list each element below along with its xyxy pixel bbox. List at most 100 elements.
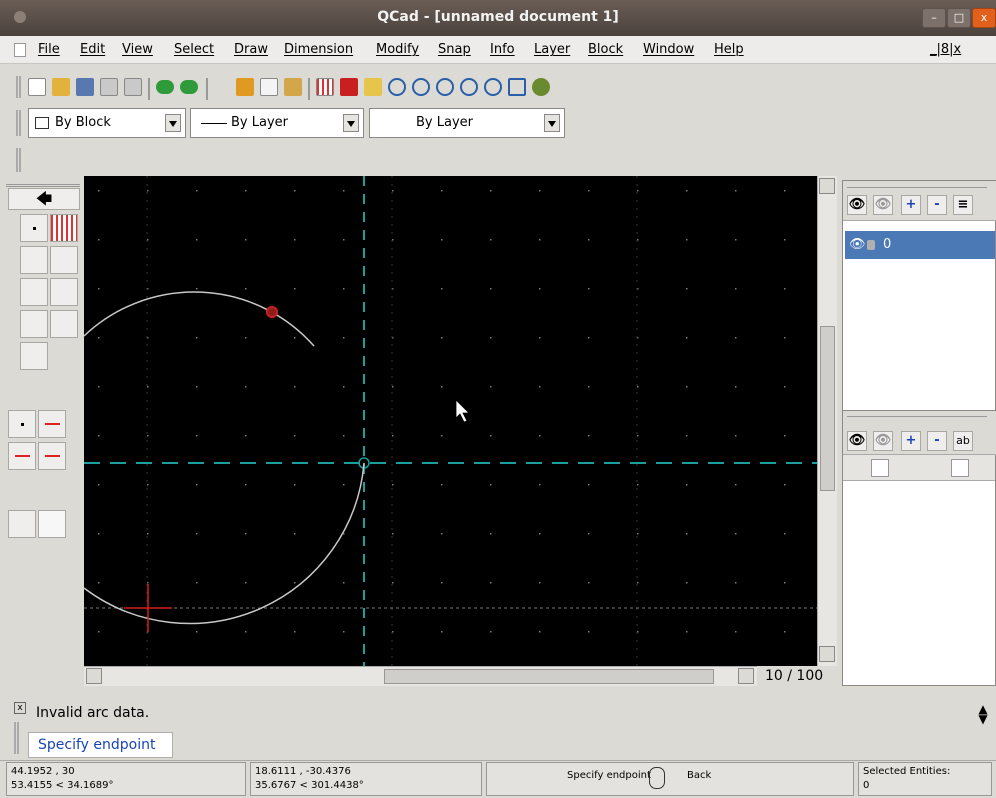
spline-tool-icon[interactable] xyxy=(20,310,48,338)
option-toolbar-handle[interactable] xyxy=(16,148,21,172)
block-text-button[interactable]: ab xyxy=(953,431,973,451)
chevron-down-icon[interactable] xyxy=(343,114,359,132)
layer-edit-icon[interactable]: ≡ xyxy=(953,195,973,215)
arc-tool-icon[interactable] xyxy=(20,278,48,306)
scroll-right-icon[interactable] xyxy=(738,668,754,684)
spin-arrows-icon[interactable]: ▲ ▼ xyxy=(978,702,988,726)
draft-icon[interactable] xyxy=(340,78,358,96)
back-arrow-icon[interactable]: 🡄 xyxy=(8,188,80,210)
menu-select[interactable]: Select xyxy=(174,42,215,57)
close-button[interactable]: x xyxy=(972,8,996,28)
snap-endpoint-icon[interactable] xyxy=(8,442,36,470)
new-file-icon[interactable] xyxy=(28,78,46,96)
vertical-scroll-thumb[interactable] xyxy=(820,326,835,491)
command-input[interactable] xyxy=(28,732,173,758)
menu-block[interactable]: Block xyxy=(588,42,624,57)
horizontal-scroll-thumb[interactable] xyxy=(384,669,714,684)
color-combo[interactable]: By Block xyxy=(28,108,186,138)
zoom-auto-icon[interactable] xyxy=(436,78,454,96)
menu-layer[interactable]: Layer xyxy=(534,42,571,57)
panel-handle[interactable] xyxy=(847,187,987,189)
layer-name: 0 xyxy=(883,237,892,252)
menu-view[interactable]: View xyxy=(122,42,153,57)
minimize-button[interactable]: – xyxy=(922,8,946,28)
close-icon[interactable]: x xyxy=(14,702,26,714)
point-icon[interactable] xyxy=(20,214,48,242)
copy-icon[interactable] xyxy=(260,78,278,96)
eye-icon[interactable]: 👁 xyxy=(847,195,867,215)
toolbar-handle[interactable] xyxy=(16,76,21,98)
circle-tool-icon[interactable] xyxy=(50,278,78,306)
line-angle-icon[interactable] xyxy=(50,246,78,274)
redo-icon[interactable] xyxy=(180,80,198,94)
eye-icon[interactable]: 👁 xyxy=(849,237,866,252)
add-layer-button[interactable]: + xyxy=(901,195,921,215)
menu-dimension[interactable]: Dimension xyxy=(284,42,354,57)
grid-dot xyxy=(245,435,247,437)
save-icon[interactable] xyxy=(76,78,94,96)
menu-info[interactable]: Info xyxy=(490,42,515,57)
linewidth-combo[interactable]: By Layer xyxy=(369,108,565,138)
scroll-up-icon[interactable] xyxy=(819,178,835,194)
arc-entity[interactable] xyxy=(84,462,365,625)
open-file-icon[interactable] xyxy=(52,78,70,96)
menu-help[interactable]: Help xyxy=(714,42,744,57)
zoom-window-icon[interactable] xyxy=(484,78,502,96)
grid-points-icon[interactable] xyxy=(50,214,78,242)
paste-icon[interactable] xyxy=(284,78,302,96)
command-handle[interactable] xyxy=(14,722,19,754)
pencil-icon[interactable] xyxy=(871,459,889,477)
select-entity-icon[interactable] xyxy=(8,510,36,538)
layer-row[interactable]: 👁 0 xyxy=(845,231,995,259)
print-icon[interactable] xyxy=(100,78,118,96)
remove-layer-button[interactable]: - xyxy=(927,195,947,215)
trim-tool-icon[interactable] xyxy=(20,342,48,370)
page-indicator: 10 / 100 xyxy=(765,668,824,684)
panel-handle[interactable] xyxy=(847,416,987,418)
zoom-out-icon[interactable] xyxy=(412,78,430,96)
menu-draw[interactable]: Draw xyxy=(234,42,268,57)
pen-toolbar-handle[interactable] xyxy=(16,110,21,136)
scroll-down-icon[interactable] xyxy=(819,646,835,662)
add-block-button[interactable]: + xyxy=(901,431,921,451)
scroll-left-icon[interactable] xyxy=(86,668,102,684)
zoom-in-icon[interactable] xyxy=(388,78,406,96)
arc-entity[interactable] xyxy=(84,291,315,347)
maximize-button[interactable]: □ xyxy=(947,8,971,28)
line-tool-icon[interactable] xyxy=(20,246,48,274)
select-window-icon[interactable] xyxy=(38,510,66,538)
remove-block-button[interactable]: - xyxy=(927,431,947,451)
absolute-coordinates: 44.1952 , 30 53.4155 < 34.1689° xyxy=(6,762,246,796)
dimension-tool-icon[interactable] xyxy=(50,310,78,338)
eye-icon[interactable]: 👁 xyxy=(847,431,867,451)
eye-hidden-icon[interactable]: 👁 xyxy=(873,195,893,215)
zoom-previous-icon[interactable] xyxy=(460,78,478,96)
menu-edit[interactable]: Edit xyxy=(80,42,106,57)
redraw-icon[interactable] xyxy=(364,78,382,96)
snap-grid-icon[interactable] xyxy=(38,410,66,438)
snap-center-icon[interactable] xyxy=(38,442,66,470)
zoom-pan-icon[interactable] xyxy=(508,78,526,96)
drawing-canvas[interactable] xyxy=(84,176,817,666)
mdi-controls[interactable]: _|8|x xyxy=(930,42,962,57)
undo-icon[interactable] xyxy=(156,80,174,94)
cad-toolbar-handle[interactable] xyxy=(6,184,80,187)
cut-icon[interactable] xyxy=(236,78,254,96)
grid-icon[interactable] xyxy=(316,78,334,96)
menu-window[interactable]: Window xyxy=(643,42,695,57)
linetype-combo[interactable]: By Layer xyxy=(190,108,364,138)
drawing-svg[interactable] xyxy=(84,176,817,666)
chevron-down-icon[interactable] xyxy=(544,114,560,132)
snap-free-icon[interactable] xyxy=(8,410,36,438)
lock-icon[interactable] xyxy=(867,240,875,250)
chevron-down-icon[interactable] xyxy=(165,114,181,132)
vertical-scrollbar[interactable] xyxy=(817,176,837,666)
horizontal-scrollbar[interactable] xyxy=(84,666,757,686)
menu-snap[interactable]: Snap xyxy=(438,42,471,57)
menu-modify[interactable]: Modify xyxy=(376,42,420,57)
pan-icon[interactable] xyxy=(532,78,550,96)
print-preview-icon[interactable] xyxy=(124,78,142,96)
menu-file[interactable]: File xyxy=(38,42,60,57)
insert-block-icon[interactable] xyxy=(951,459,969,477)
eye-hidden-icon[interactable]: 👁 xyxy=(873,431,893,451)
